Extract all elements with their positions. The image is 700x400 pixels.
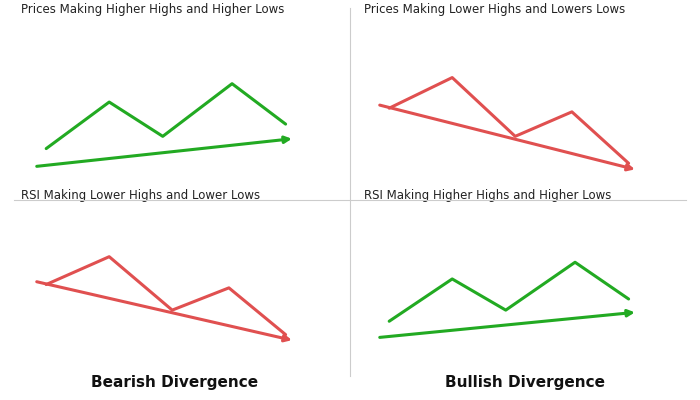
Text: RSI Making Lower Highs and Lower Lows: RSI Making Lower Highs and Lower Lows	[21, 189, 260, 202]
Text: RSI Making Higher Highs and Higher Lows: RSI Making Higher Highs and Higher Lows	[364, 189, 611, 202]
Text: Prices Making Lower Highs and Lowers Lows: Prices Making Lower Highs and Lowers Low…	[364, 3, 625, 16]
Text: Bullish Divergence: Bullish Divergence	[445, 375, 605, 390]
Text: Bearish Divergence: Bearish Divergence	[92, 375, 258, 390]
Text: Prices Making Higher Highs and Higher Lows: Prices Making Higher Highs and Higher Lo…	[21, 3, 284, 16]
